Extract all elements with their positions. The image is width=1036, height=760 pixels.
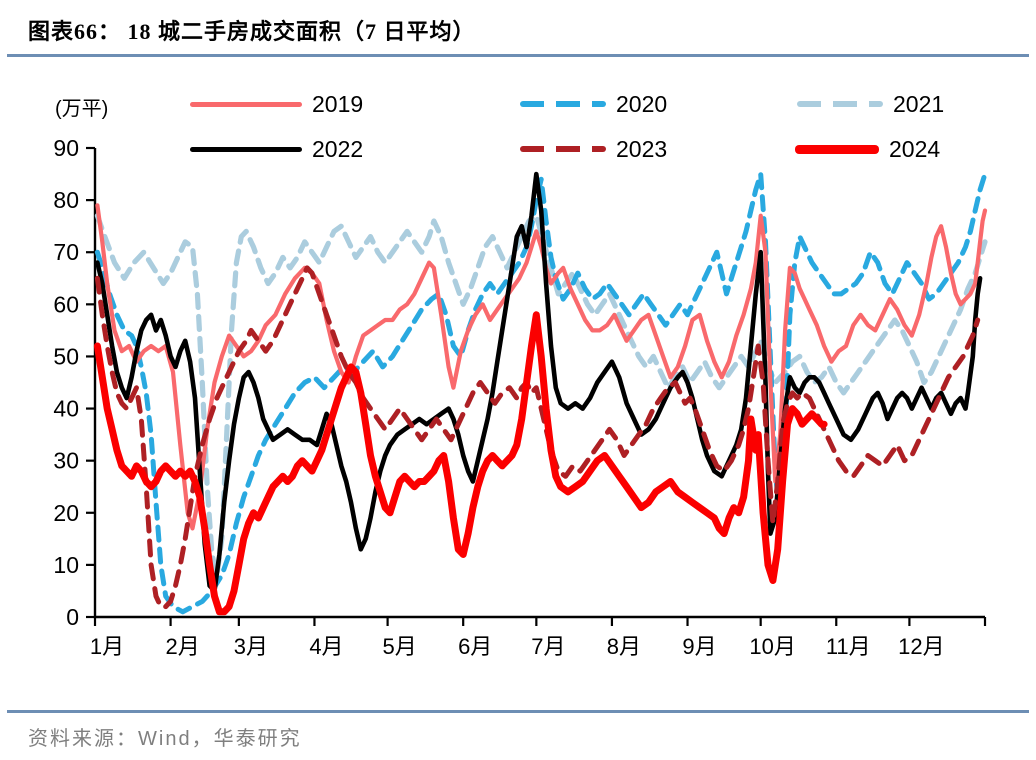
- x-tick-label: 11月: [826, 634, 871, 659]
- y-tick-label: 90: [53, 135, 79, 161]
- legend-item-2019: 2019: [190, 92, 363, 116]
- footer-divider: [7, 710, 1029, 713]
- legend-swatch-2024-line: [795, 144, 879, 154]
- legend-label-2021: 2021: [893, 90, 945, 117]
- y-axis-unit-label: (万平): [55, 98, 109, 120]
- legend-swatch-2020-line: [520, 101, 606, 107]
- series-line-2022: [95, 171, 983, 594]
- y-tick-label: 40: [53, 396, 79, 422]
- legend-item-2021: 2021: [797, 92, 944, 116]
- legend-label-2022: 2022: [312, 135, 364, 162]
- legend-swatch-2019-line: [190, 101, 302, 107]
- figure-title: 图表66： 18 城二手房成交面积（7 日平均）: [28, 19, 476, 44]
- title-divider: [7, 54, 1029, 57]
- legend-swatch-2022-line: [190, 146, 302, 152]
- legend-label-2019: 2019: [312, 90, 364, 117]
- legend-label-2024: 2024: [889, 135, 941, 162]
- x-tick-label: 8月: [607, 634, 641, 659]
- y-tick-label: 20: [53, 500, 79, 526]
- y-tick-label: 60: [53, 291, 79, 317]
- legend-label-2020: 2020: [616, 90, 668, 117]
- y-tick-label: 0: [66, 604, 79, 630]
- legend-item-2023: 2023: [520, 137, 667, 161]
- legend-swatch-2021-line: [797, 101, 883, 107]
- x-tick-label: 7月: [531, 634, 565, 659]
- y-tick-label: 70: [53, 239, 79, 265]
- x-tick-label: 1月: [90, 634, 124, 659]
- x-tick-label: 2月: [165, 634, 199, 659]
- x-tick-label: 10月: [749, 634, 795, 659]
- legend-item-2022: 2022: [190, 137, 363, 161]
- legend-label-2023: 2023: [616, 135, 668, 162]
- y-tick-label: 80: [53, 187, 79, 213]
- x-tick-label: 12月: [898, 634, 944, 659]
- line-chart: 0 10 20 30 40 50 60 70 80 90 1月 2月 3月 4月 5月 6月 7月 8月 9月 10月…: [53, 135, 988, 659]
- series-line-2021: [94, 213, 988, 578]
- series-line-2019: [95, 203, 988, 531]
- legend-item-2020: 2020: [520, 92, 667, 116]
- y-tick-label: 50: [53, 343, 79, 369]
- legend-swatch-2023-line: [520, 146, 606, 152]
- source-note: 资料来源：Wind，华泰研究: [28, 728, 302, 750]
- x-tick-label: 5月: [382, 634, 416, 659]
- x-tick-label: 3月: [234, 634, 268, 659]
- x-tick-label: 6月: [458, 634, 492, 659]
- y-tick-label: 30: [53, 448, 79, 474]
- x-tick-label: 9月: [682, 634, 716, 659]
- series-line-2024: [93, 311, 828, 616]
- series-line-2020: [94, 171, 988, 615]
- x-tick-label: 4月: [309, 634, 343, 659]
- y-tick-label: 10: [53, 552, 79, 578]
- legend-item-2024: 2024: [795, 137, 940, 161]
